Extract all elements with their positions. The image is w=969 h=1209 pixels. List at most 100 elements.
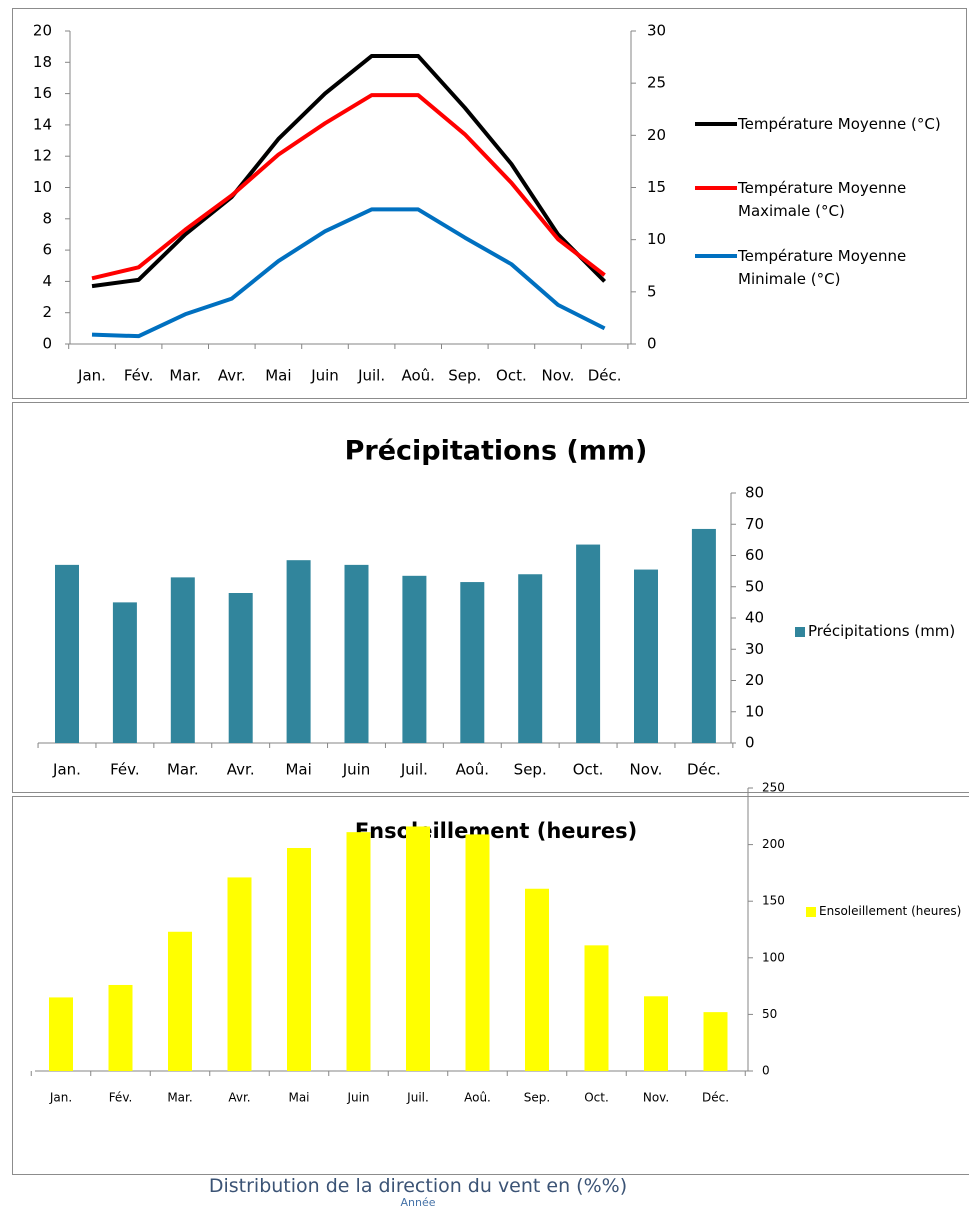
- x-tick-label: Aoû.: [464, 1091, 491, 1105]
- x-tick-label: Déc.: [702, 1091, 729, 1105]
- y-tick-label: 150: [762, 894, 785, 908]
- y-tick-label: 80: [745, 484, 764, 502]
- x-tick-label: Nov.: [643, 1091, 669, 1105]
- x-tick-label: Jan.: [77, 367, 106, 385]
- x-tick-label: Mai: [265, 367, 291, 385]
- y-tick-label: 60: [745, 546, 764, 564]
- bar: [228, 593, 253, 743]
- x-tick-label: Mai: [288, 1091, 309, 1105]
- y2-tick-label: 15: [647, 178, 666, 196]
- bar: [584, 945, 609, 1071]
- y-tick-label: 70: [745, 515, 764, 533]
- y-tick-label: 30: [745, 640, 764, 658]
- y2-tick-label: 30: [647, 22, 666, 40]
- legend-label: Température Moyenne Minimale (°C): [738, 247, 907, 288]
- bar: [287, 847, 311, 1071]
- x-tick-label: Nov.: [630, 761, 663, 779]
- bar: [460, 582, 485, 743]
- y-tick-label: 50: [745, 577, 764, 595]
- y-tick-label: 14: [33, 115, 52, 133]
- bar: [465, 834, 490, 1071]
- x-tick-label: Mar.: [167, 1091, 192, 1105]
- legend-label: Température Moyenne (°C): [738, 115, 941, 133]
- y2-tick-label: 10: [647, 230, 666, 248]
- x-tick-label: Déc.: [687, 761, 721, 779]
- bar: [525, 888, 549, 1071]
- bar: [518, 574, 543, 743]
- y-tick-label: 0: [745, 734, 755, 752]
- bar: [634, 569, 658, 743]
- bar: [576, 544, 601, 743]
- chart-box: [12, 8, 967, 399]
- footer-subtitle: Année: [400, 1196, 436, 1209]
- y-tick-label: 50: [762, 1007, 777, 1021]
- bar: [168, 931, 192, 1071]
- y-tick-label: 4: [42, 272, 52, 290]
- bar: [644, 996, 668, 1071]
- x-tick-label: Oct.: [496, 367, 527, 385]
- x-tick-label: Juil.: [406, 1091, 429, 1105]
- x-tick-label: Aoû.: [456, 761, 489, 779]
- x-tick-label: Fév.: [110, 761, 140, 779]
- x-tick-label: Jan.: [52, 761, 81, 779]
- x-tick-label: Juil.: [400, 761, 428, 779]
- x-tick-label: Juin: [346, 1091, 369, 1105]
- x-tick-label: Juin: [310, 367, 339, 385]
- x-tick-label: Mar.: [169, 367, 201, 385]
- x-tick-label: Avr.: [218, 367, 246, 385]
- y-tick-label: 8: [42, 209, 52, 227]
- y-tick-label: 16: [33, 84, 52, 102]
- y2-tick-label: 5: [647, 282, 657, 300]
- line-series: [91, 93, 606, 281]
- x-tick-label: Avr.: [227, 761, 255, 779]
- x-tick-label: Sep.: [514, 761, 547, 779]
- y2-tick-label: 0: [647, 335, 657, 353]
- x-tick-label: Jan.: [49, 1091, 72, 1105]
- y2-tick-label: 25: [647, 74, 666, 92]
- bar: [227, 877, 252, 1071]
- x-tick-label: Oct.: [584, 1091, 609, 1105]
- y-tick-label: 18: [33, 53, 52, 71]
- x-tick-label: Sep.: [448, 367, 481, 385]
- y-tick-label: 200: [762, 837, 785, 851]
- y-tick-label: 0: [762, 1064, 770, 1078]
- y-tick-label: 0: [42, 335, 52, 353]
- bar: [108, 984, 133, 1071]
- bar: [703, 1012, 728, 1071]
- bar: [691, 528, 716, 743]
- y-tick-label: 10: [745, 702, 764, 720]
- x-tick-label: Oct.: [573, 761, 604, 779]
- bar: [406, 826, 430, 1071]
- bar: [286, 560, 311, 743]
- x-tick-label: Fév.: [124, 367, 154, 385]
- bar: [55, 564, 79, 743]
- y-tick-label: 20: [745, 671, 764, 689]
- y-tick-label: 10: [33, 178, 52, 196]
- y-tick-label: 6: [42, 241, 52, 259]
- x-tick-label: Mar.: [167, 761, 199, 779]
- y-tick-label: 40: [745, 609, 764, 627]
- x-tick-label: Nov.: [542, 367, 575, 385]
- y-tick-label: 2: [42, 303, 52, 321]
- x-tick-label: Déc.: [588, 367, 622, 385]
- legend-swatch: [806, 907, 816, 917]
- y-tick-label: 12: [33, 147, 52, 165]
- x-tick-label: Juin: [342, 761, 371, 779]
- bar: [49, 997, 73, 1071]
- legend-label: Précipitations (mm): [808, 622, 956, 640]
- x-tick-label: Aoû.: [401, 367, 434, 385]
- legend-label: Température Moyenne Maximale (°C): [738, 179, 907, 220]
- bar: [170, 577, 195, 743]
- x-tick-label: Juil.: [357, 367, 385, 385]
- legend-swatch: [795, 627, 805, 637]
- y-tick-label: 20: [33, 22, 52, 40]
- footer-title: Distribution de la direction du vent en …: [208, 1175, 628, 1197]
- bar: [346, 832, 371, 1071]
- line-series: [91, 207, 606, 339]
- bar: [112, 602, 137, 743]
- line-series: [91, 54, 607, 289]
- x-tick-label: Mai: [285, 761, 311, 779]
- x-tick-label: Avr.: [228, 1091, 250, 1105]
